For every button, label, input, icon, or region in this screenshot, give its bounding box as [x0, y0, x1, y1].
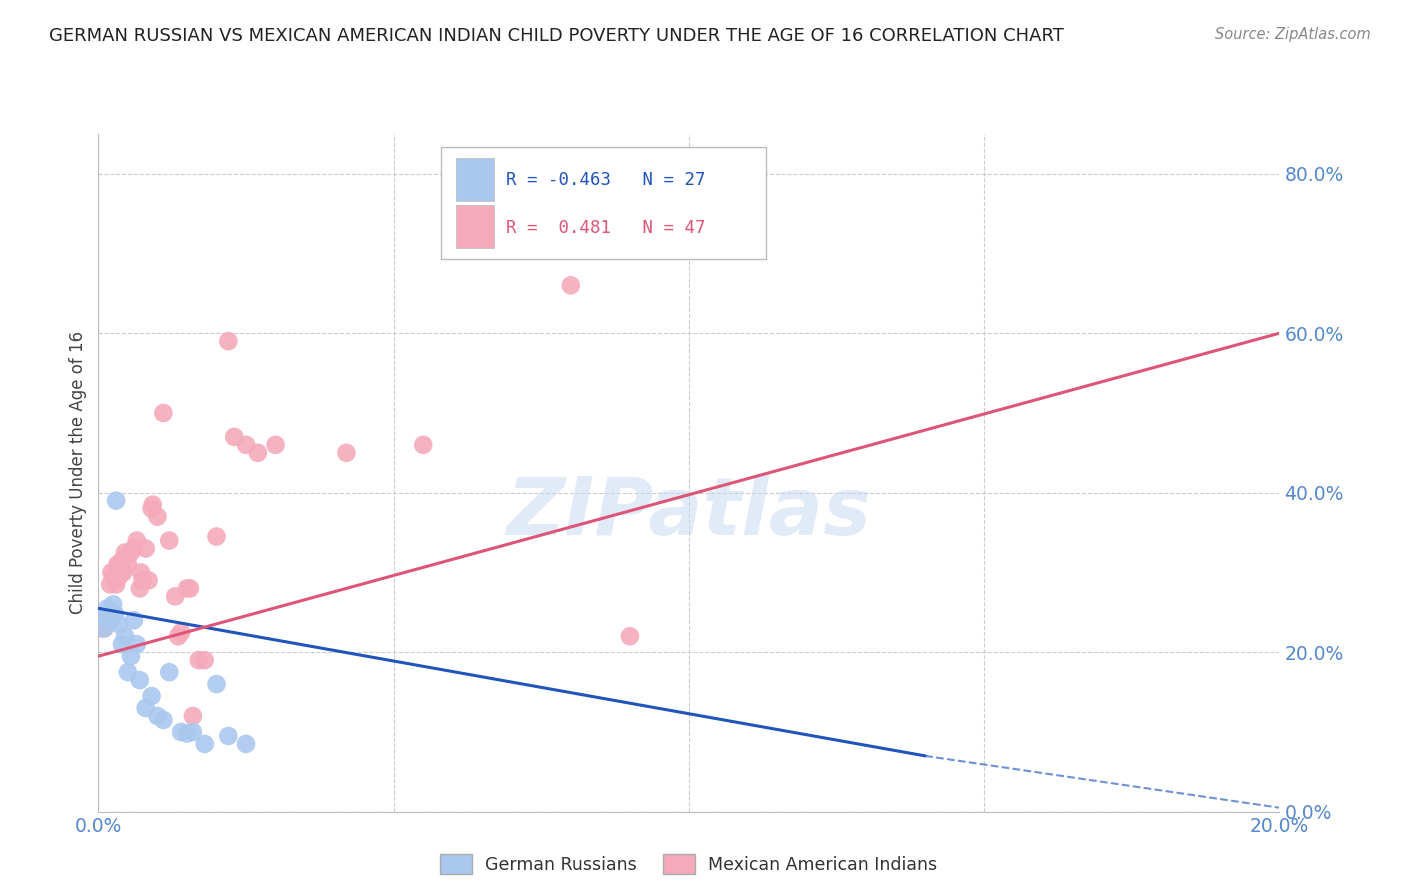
Point	[224, 430, 246, 444]
Point	[246, 446, 269, 460]
Point	[129, 566, 152, 580]
Point	[235, 737, 257, 751]
Point	[90, 621, 112, 635]
Point	[105, 558, 128, 572]
Point	[181, 725, 204, 739]
Point	[122, 613, 145, 627]
Point	[170, 625, 193, 640]
Point	[141, 689, 163, 703]
Point	[111, 553, 134, 567]
Point	[176, 582, 198, 596]
Point	[194, 737, 217, 751]
Point	[128, 673, 150, 687]
Text: ZIPatlas: ZIPatlas	[506, 475, 872, 552]
Point	[111, 637, 134, 651]
Point	[120, 545, 142, 559]
Point	[412, 438, 434, 452]
Point	[217, 729, 239, 743]
Point	[96, 609, 118, 624]
Point	[98, 577, 121, 591]
Point	[117, 558, 139, 572]
Point	[122, 541, 145, 556]
Text: R =  0.481   N = 47: R = 0.481 N = 47	[506, 219, 706, 236]
Point	[152, 713, 174, 727]
Point	[217, 334, 239, 348]
Point	[176, 726, 198, 740]
Point	[205, 677, 228, 691]
Point	[560, 278, 582, 293]
Point	[114, 629, 136, 643]
Point	[108, 617, 131, 632]
Point	[152, 406, 174, 420]
Point	[141, 501, 163, 516]
Point	[128, 582, 150, 596]
Point	[120, 649, 142, 664]
Point	[98, 613, 121, 627]
Text: Source: ZipAtlas.com: Source: ZipAtlas.com	[1215, 27, 1371, 42]
Point	[135, 701, 157, 715]
Point	[194, 653, 217, 667]
Point	[103, 598, 125, 612]
FancyBboxPatch shape	[457, 158, 494, 201]
Point	[114, 545, 136, 559]
Point	[108, 569, 131, 583]
Point	[105, 577, 128, 591]
Point	[125, 637, 148, 651]
Point	[157, 665, 180, 680]
Point	[181, 709, 204, 723]
Point	[264, 438, 287, 452]
Point	[138, 574, 160, 588]
Point	[125, 533, 148, 548]
Point	[165, 590, 187, 604]
Point	[167, 629, 190, 643]
Point	[187, 653, 209, 667]
Point	[235, 438, 257, 452]
Point	[117, 665, 139, 680]
Point	[112, 566, 135, 580]
Point	[619, 629, 641, 643]
Point	[96, 601, 118, 615]
Point	[103, 569, 125, 583]
Point	[157, 533, 180, 548]
Point	[205, 530, 228, 544]
Text: GERMAN RUSSIAN VS MEXICAN AMERICAN INDIAN CHILD POVERTY UNDER THE AGE OF 16 CORR: GERMAN RUSSIAN VS MEXICAN AMERICAN INDIA…	[49, 27, 1064, 45]
Point	[104, 607, 127, 621]
Point	[110, 566, 132, 580]
Point	[142, 498, 165, 512]
Point	[105, 493, 128, 508]
Point	[146, 709, 169, 723]
Point	[135, 541, 157, 556]
Point	[179, 582, 201, 596]
Point	[170, 725, 193, 739]
FancyBboxPatch shape	[441, 147, 766, 260]
Legend: German Russians, Mexican American Indians: German Russians, Mexican American Indian…	[433, 847, 945, 881]
Point	[93, 621, 115, 635]
Point	[441, 230, 464, 244]
Y-axis label: Child Poverty Under the Age of 16: Child Poverty Under the Age of 16	[69, 331, 87, 615]
Point	[90, 609, 112, 624]
Point	[104, 574, 127, 588]
Point	[93, 621, 115, 635]
Point	[335, 446, 357, 460]
FancyBboxPatch shape	[457, 205, 494, 248]
Point	[132, 574, 155, 588]
Point	[100, 566, 122, 580]
Point	[146, 509, 169, 524]
Text: R = -0.463   N = 27: R = -0.463 N = 27	[506, 171, 706, 189]
